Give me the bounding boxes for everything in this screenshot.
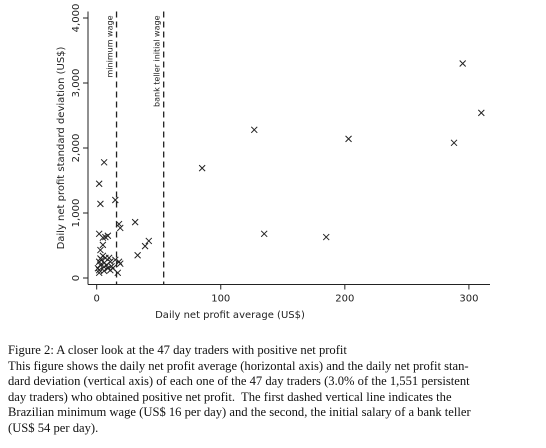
point xyxy=(97,261,104,269)
point xyxy=(99,241,107,249)
x-axis-title: Daily net profit average (US$) xyxy=(155,310,305,321)
point xyxy=(116,224,124,232)
point xyxy=(97,200,104,208)
point xyxy=(260,230,268,238)
point xyxy=(106,266,114,274)
point xyxy=(450,139,458,147)
point xyxy=(141,242,149,250)
point xyxy=(477,109,485,117)
point xyxy=(116,260,124,268)
y-tick-label: 0 xyxy=(71,275,82,281)
point xyxy=(95,269,103,277)
point xyxy=(114,269,122,277)
point xyxy=(115,220,123,228)
point xyxy=(111,256,119,264)
point xyxy=(100,158,108,166)
caption-line: dard deviation (vertical axis) of each o… xyxy=(8,374,470,389)
caption-line: (US$ 54 per day). xyxy=(8,420,99,435)
x-tick-label: 100 xyxy=(211,294,230,305)
point xyxy=(131,218,139,226)
caption: Figure 2: A closer look at the 47 day tr… xyxy=(8,343,544,437)
point xyxy=(99,234,107,242)
point xyxy=(94,264,102,272)
y-tick-label: 2,000 xyxy=(71,134,82,163)
point xyxy=(111,196,119,204)
point xyxy=(250,126,258,134)
y-tick-label: 1,000 xyxy=(71,199,82,228)
point xyxy=(100,263,108,271)
point xyxy=(105,254,113,262)
point xyxy=(97,255,104,262)
x-tick-label: 200 xyxy=(335,294,354,305)
reference-label: bank teller initial wage xyxy=(153,15,162,107)
y-tick-label: 3,000 xyxy=(71,69,82,98)
caption-line: Brazilian minimum wage (US$ 16 per day) … xyxy=(8,405,471,420)
x-tick-label: 300 xyxy=(459,294,478,305)
y-axis-title: Daily net profit standard deviation (US$… xyxy=(56,46,67,249)
caption-title: Figure 2: A closer look at the 47 day tr… xyxy=(8,343,347,357)
chart: Daily net profit average (US$) Daily net… xyxy=(56,4,490,321)
caption-line: day traders) who obtained positive net p… xyxy=(8,389,452,404)
point xyxy=(322,233,330,241)
caption-line: This figure shows the daily net profit a… xyxy=(8,358,469,373)
point xyxy=(115,258,123,266)
point xyxy=(459,60,467,67)
point xyxy=(145,237,153,245)
y-tick-label: 4,000 xyxy=(71,4,82,33)
point xyxy=(198,164,206,172)
point xyxy=(134,251,141,259)
point xyxy=(97,246,104,254)
point xyxy=(108,262,115,270)
point xyxy=(104,232,112,240)
x-tick-label: 0 xyxy=(93,294,99,305)
reference-label: minimum wage xyxy=(106,15,115,77)
point xyxy=(95,180,103,188)
point xyxy=(345,135,352,143)
